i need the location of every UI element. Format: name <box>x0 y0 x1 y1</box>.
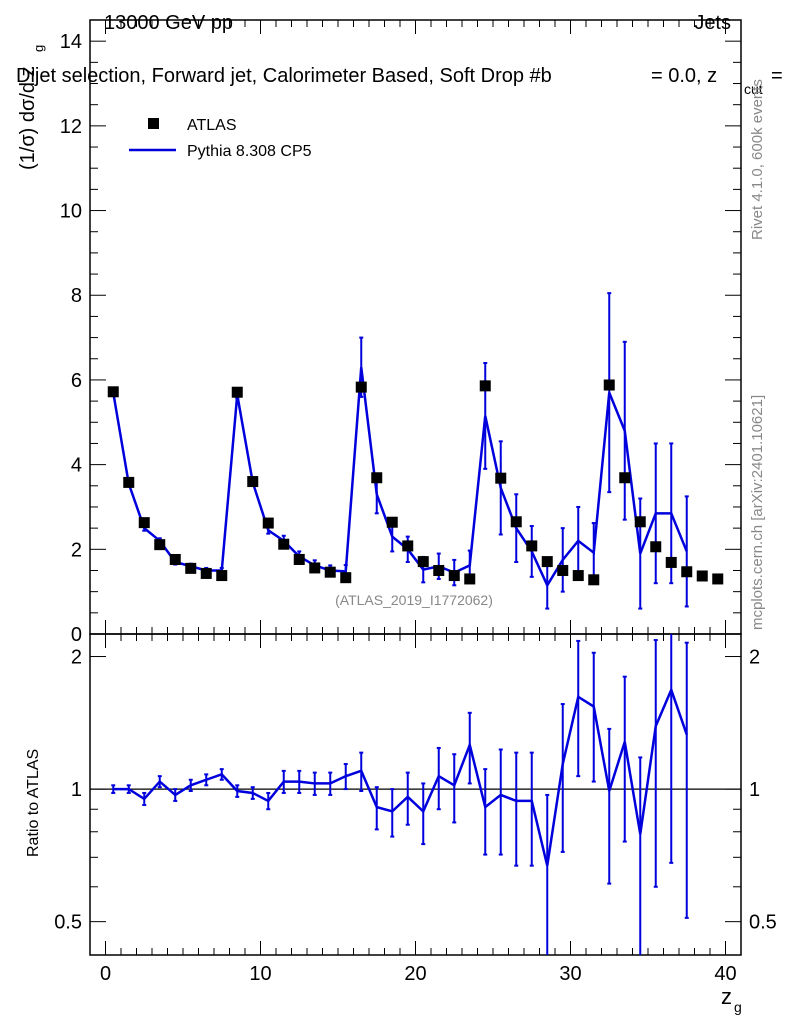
x-tick-label: 20 <box>404 963 426 985</box>
atlas-data-point <box>650 541 662 553</box>
main-frame-border <box>89 19 742 635</box>
atlas-data-point <box>247 476 259 488</box>
mc-series-line <box>112 367 688 588</box>
atlas-data-point <box>340 572 352 584</box>
y-axis-label-sub: g <box>31 45 46 52</box>
atlas-data-point <box>107 386 119 398</box>
x-axis-label-main: z <box>721 984 732 1009</box>
atlas-data-point <box>464 573 476 585</box>
atlas-data-point <box>588 574 600 586</box>
plot-title-end: = <box>771 65 783 87</box>
main-y-tick-label: 0 <box>71 624 82 646</box>
atlas-data-point <box>634 516 646 528</box>
main-y-tick-label: 8 <box>71 285 82 307</box>
ratio-y-tick-label: 0.5 <box>54 912 82 934</box>
atlas-data-point <box>169 553 181 565</box>
atlas-data-point <box>123 476 135 488</box>
legend-data-label: ATLAS <box>187 117 237 134</box>
x-tick-label: 40 <box>714 963 736 985</box>
atlas-data-point <box>665 556 677 568</box>
jets-label: Jets <box>694 12 731 34</box>
mcplots-label: mcplots.cern.ch [arXiv:2401.10621] <box>749 395 766 630</box>
x-tick-label: 0 <box>100 963 111 985</box>
atlas-data-point <box>510 516 522 528</box>
atlas-data-point <box>355 381 367 393</box>
atlas-data-point <box>603 379 615 391</box>
plot-title-main: Dijet selection, Forward jet, Calorimete… <box>16 65 552 87</box>
ratio-y-tick-label: 1 <box>71 779 82 801</box>
main-y-tick-label: 12 <box>60 116 82 138</box>
ratio-series-group <box>111 634 689 955</box>
atlas-data-point <box>231 386 243 398</box>
atlas-data-point <box>293 553 305 565</box>
atlas-data-point <box>557 564 569 576</box>
atlas-data-point <box>526 540 538 552</box>
ratio-y-tick-label-right: 0.5 <box>749 912 777 934</box>
x-axis-label-sub: g <box>734 999 742 1015</box>
y-axis-label-main: (1/σ) dσ/d z <box>17 66 39 170</box>
main-series-group <box>107 292 724 610</box>
ratio-y-tick-label-right: 2 <box>749 647 760 669</box>
plot-title-sub: cut <box>744 81 763 97</box>
atlas-data-point <box>138 517 150 529</box>
atlas-data-point <box>619 472 631 484</box>
legend: ATLAS Pythia 8.308 CP5 <box>129 117 312 160</box>
atlas-data-point <box>200 567 212 579</box>
ratio-series-line <box>113 686 688 866</box>
atlas-data-point <box>262 517 274 529</box>
atlas-data-point <box>278 538 290 550</box>
atlas-data-point <box>448 570 460 582</box>
atlas-data-point <box>309 562 321 574</box>
plot-title: Dijet selection, Forward jet, Calorimete… <box>16 65 783 97</box>
atlas-data-point <box>154 539 166 551</box>
ratio-y-axis-label: Ratio to ATLAS <box>25 749 42 857</box>
main-y-tick-label: 10 <box>60 201 82 223</box>
atlas-data-point <box>495 472 507 484</box>
y-axis-label: (1/σ) dσ/d z g <box>17 45 46 170</box>
atlas-data-point <box>386 516 398 528</box>
main-y-tick-label: 2 <box>71 539 82 561</box>
atlas-data-point <box>681 566 693 578</box>
ratio-panel: 0 10 20 30 40 0.5 0.5 1 1 2 2 <box>54 633 777 985</box>
atlas-data-point <box>479 380 491 392</box>
main-y-tick-label: 6 <box>71 370 82 392</box>
atlas-data-point <box>417 556 429 568</box>
main-y-tick-label: 14 <box>60 31 82 53</box>
x-tick-label: 30 <box>559 963 581 985</box>
x-axis-label: z g <box>721 984 742 1015</box>
plot-title-tail: = 0.0, z <box>651 65 717 87</box>
atlas-data-point <box>402 540 414 552</box>
atlas-data-point <box>541 556 553 568</box>
ratio-y-tick-label-right: 1 <box>749 779 760 801</box>
rivet-label: Rivet 4.1.0, 600k events <box>749 79 766 240</box>
legend-mc-label: Pythia 8.308 CP5 <box>187 143 312 160</box>
ratio-frame-border <box>89 633 742 956</box>
atlas-data-point <box>696 570 708 582</box>
atlas-data-point <box>185 562 197 574</box>
chart-marks <box>107 292 724 955</box>
atlas-data-point <box>216 570 228 582</box>
atlas-data-point <box>324 566 336 578</box>
ratio-y-tick-label: 2 <box>71 647 82 669</box>
atlas-data-point <box>712 573 724 585</box>
legend-data-marker <box>148 118 159 129</box>
atlas-data-point <box>433 564 445 576</box>
main-y-tick-label: 4 <box>71 455 82 477</box>
collision-label: 13000 GeV pp <box>104 12 233 34</box>
atlas-data-point <box>572 570 584 582</box>
analysis-watermark: (ATLAS_2019_I1772062) <box>335 592 493 608</box>
x-tick-label: 10 <box>249 963 271 985</box>
atlas-data-point <box>371 472 383 484</box>
